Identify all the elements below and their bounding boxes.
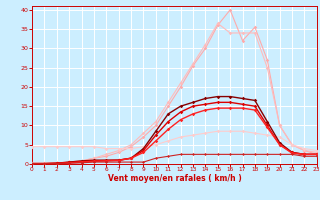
X-axis label: Vent moyen/en rafales ( km/h ): Vent moyen/en rafales ( km/h ) <box>108 174 241 183</box>
